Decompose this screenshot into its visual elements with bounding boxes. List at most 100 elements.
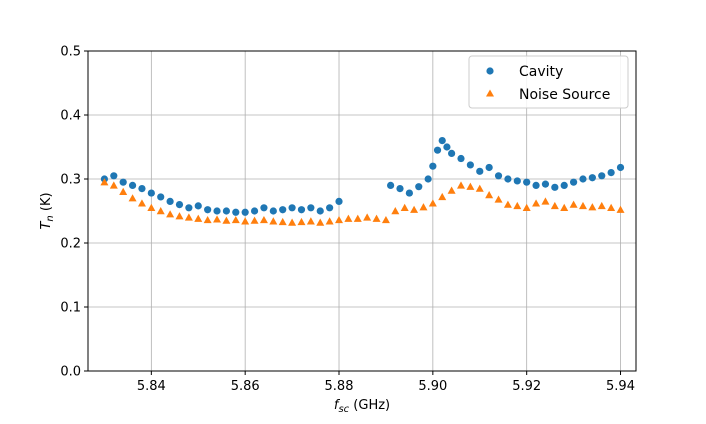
cavity-point xyxy=(326,204,334,212)
noise-source-point xyxy=(569,200,578,208)
y-tick-label: 0.4 xyxy=(60,109,81,124)
cavity-point xyxy=(279,206,287,214)
cavity-point xyxy=(128,181,137,189)
noise-source-point xyxy=(532,199,541,207)
cavity-point xyxy=(607,169,615,177)
cavity-point xyxy=(316,207,324,215)
noise-source-point xyxy=(306,217,315,225)
plot-frame xyxy=(87,50,637,372)
noise-source-point xyxy=(109,181,118,189)
cavity-point xyxy=(396,185,404,193)
noise-source-point xyxy=(222,216,231,224)
data-markers xyxy=(100,137,625,226)
cavity-point xyxy=(405,189,413,197)
noise-source-point xyxy=(485,191,494,199)
cavity-point xyxy=(157,193,165,201)
noise-source-point xyxy=(137,199,146,207)
cavity-point xyxy=(541,180,550,188)
noise-source-point xyxy=(269,217,278,225)
cavity-point xyxy=(119,178,127,186)
legend-cavity-marker xyxy=(486,67,494,75)
cavity-point xyxy=(433,146,442,154)
y-axis-label-unit: (K) xyxy=(39,192,54,215)
cavity-point xyxy=(166,197,174,205)
cavity-point xyxy=(504,175,512,183)
x-tick-label: 5.86 xyxy=(231,379,260,394)
noise-source-point xyxy=(325,217,334,225)
noise-source-point xyxy=(353,214,362,222)
noise-source-point xyxy=(194,214,203,222)
cavity-point xyxy=(138,185,146,193)
noise-source-point xyxy=(119,187,128,195)
y-axis-ticks: 0.0 0.1 0.2 0.3 0.4 0.5 xyxy=(60,45,88,380)
cavity-point xyxy=(147,189,155,197)
noise-source-point xyxy=(419,203,428,211)
cavity-point xyxy=(250,207,259,215)
legend-frame xyxy=(468,55,629,109)
y-axis-label-main: T xyxy=(39,221,54,230)
cavity-point xyxy=(387,181,395,189)
cavity-point xyxy=(616,163,625,172)
x-tick-label: 5.88 xyxy=(325,379,354,394)
noise-source-point xyxy=(100,178,109,186)
cavity-point xyxy=(448,149,456,157)
x-tick-label: 5.90 xyxy=(418,379,447,394)
noise-source-point xyxy=(513,201,522,210)
noise-source-point xyxy=(297,217,306,226)
cavity-point xyxy=(569,178,578,186)
noise-source-point xyxy=(241,217,250,225)
legend-cavity-label: Cavity xyxy=(519,64,563,80)
noise-source-point xyxy=(522,203,531,211)
cavity-point xyxy=(429,162,437,170)
noise-source-point xyxy=(560,203,569,211)
cavity-point xyxy=(457,154,465,163)
x-tick-label: 5.84 xyxy=(137,379,166,394)
cavity-point xyxy=(415,183,423,191)
y-tick-label: 0.5 xyxy=(60,45,81,60)
noise-source-point xyxy=(381,215,390,224)
x-axis-label-sub: sc xyxy=(338,404,349,415)
noise-source-point xyxy=(128,194,137,202)
noise-source-point xyxy=(588,203,597,211)
cavity-point xyxy=(110,172,118,180)
noise-source-point xyxy=(550,201,559,210)
y-axis-label-sub: n xyxy=(45,215,56,221)
series-noise-source xyxy=(100,178,625,226)
cavity-point xyxy=(232,208,240,216)
noise-source-point xyxy=(447,186,456,194)
cavity-point xyxy=(466,161,474,169)
noise-source-point xyxy=(541,197,550,205)
cavity-point xyxy=(185,204,193,212)
cavity-point xyxy=(476,167,484,175)
cavity-point xyxy=(335,197,343,205)
noise-source-point xyxy=(147,203,156,211)
cavity-point xyxy=(560,181,568,189)
cavity-point xyxy=(175,201,184,209)
noise-source-point xyxy=(438,192,447,201)
cavity-point xyxy=(494,172,503,180)
noise-source-point xyxy=(203,215,212,224)
noise-source-point xyxy=(410,205,419,213)
cavity-point xyxy=(241,208,249,216)
y-tick-label: 0.3 xyxy=(60,173,81,188)
noise-source-point xyxy=(494,195,503,203)
legend-noise-source-label: Noise Source xyxy=(519,87,610,103)
series-cavity xyxy=(100,137,625,216)
cavity-point xyxy=(513,177,521,185)
noise-source-point xyxy=(391,207,400,215)
noise-source-point xyxy=(156,207,165,215)
cavity-point xyxy=(438,137,446,145)
noise-source-point xyxy=(231,215,240,224)
noise-source-point xyxy=(316,218,325,226)
noise-source-point xyxy=(363,213,372,221)
noise-source-point xyxy=(616,205,625,213)
x-tick-label: 5.94 xyxy=(606,379,635,394)
x-axis-label-main: f xyxy=(334,398,341,413)
x-axis-label: fsc (GHz) xyxy=(334,398,390,415)
cavity-point xyxy=(485,163,493,172)
legend-noise-source-marker xyxy=(486,89,494,97)
noise-source-point xyxy=(288,218,297,226)
cavity-point xyxy=(204,206,212,214)
x-axis-ticks: 5.84 5.86 5.88 5.90 5.92 5.94 xyxy=(137,371,635,394)
cavity-point xyxy=(523,178,531,186)
